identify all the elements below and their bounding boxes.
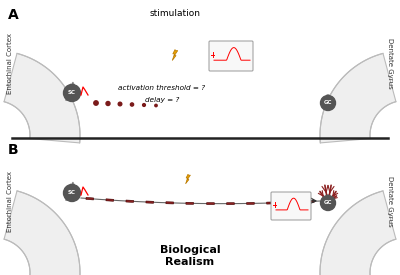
Text: B: B <box>8 144 19 158</box>
Polygon shape <box>227 203 234 205</box>
Text: Entorhinal Cortex: Entorhinal Cortex <box>7 33 13 94</box>
Polygon shape <box>320 53 396 143</box>
Text: GC: GC <box>324 100 332 106</box>
Circle shape <box>320 95 336 111</box>
Circle shape <box>106 101 110 106</box>
Polygon shape <box>146 201 154 203</box>
Polygon shape <box>166 202 174 204</box>
Circle shape <box>64 84 80 101</box>
Polygon shape <box>186 174 190 184</box>
Circle shape <box>142 104 146 106</box>
Circle shape <box>130 103 134 106</box>
Circle shape <box>94 101 98 105</box>
Text: stimulation: stimulation <box>150 9 200 18</box>
Text: Dentate Gyrus: Dentate Gyrus <box>387 39 393 89</box>
Polygon shape <box>172 50 178 60</box>
Polygon shape <box>306 200 314 203</box>
Circle shape <box>118 102 122 106</box>
Polygon shape <box>207 203 214 205</box>
Text: delay = ?: delay = ? <box>145 97 179 103</box>
Text: SC: SC <box>68 191 76 196</box>
Polygon shape <box>247 202 254 205</box>
Text: SC: SC <box>68 90 76 95</box>
Polygon shape <box>126 200 134 202</box>
Polygon shape <box>4 191 80 275</box>
Text: Entorhinal Cortex: Entorhinal Cortex <box>7 171 13 232</box>
Polygon shape <box>320 191 396 275</box>
Circle shape <box>155 104 157 107</box>
FancyBboxPatch shape <box>271 192 311 220</box>
Circle shape <box>320 196 336 210</box>
Text: activation threshold = ?: activation threshold = ? <box>118 85 206 91</box>
FancyBboxPatch shape <box>209 41 253 71</box>
Polygon shape <box>4 53 80 143</box>
Polygon shape <box>286 201 294 203</box>
Polygon shape <box>106 199 114 201</box>
Polygon shape <box>186 202 194 204</box>
Text: Dentate Gyrus: Dentate Gyrus <box>387 176 393 227</box>
Text: Biological
Realism: Biological Realism <box>160 245 220 266</box>
Polygon shape <box>86 197 94 200</box>
Circle shape <box>64 185 80 202</box>
Text: GC: GC <box>324 200 332 205</box>
Polygon shape <box>267 202 274 204</box>
Text: A: A <box>8 8 19 22</box>
